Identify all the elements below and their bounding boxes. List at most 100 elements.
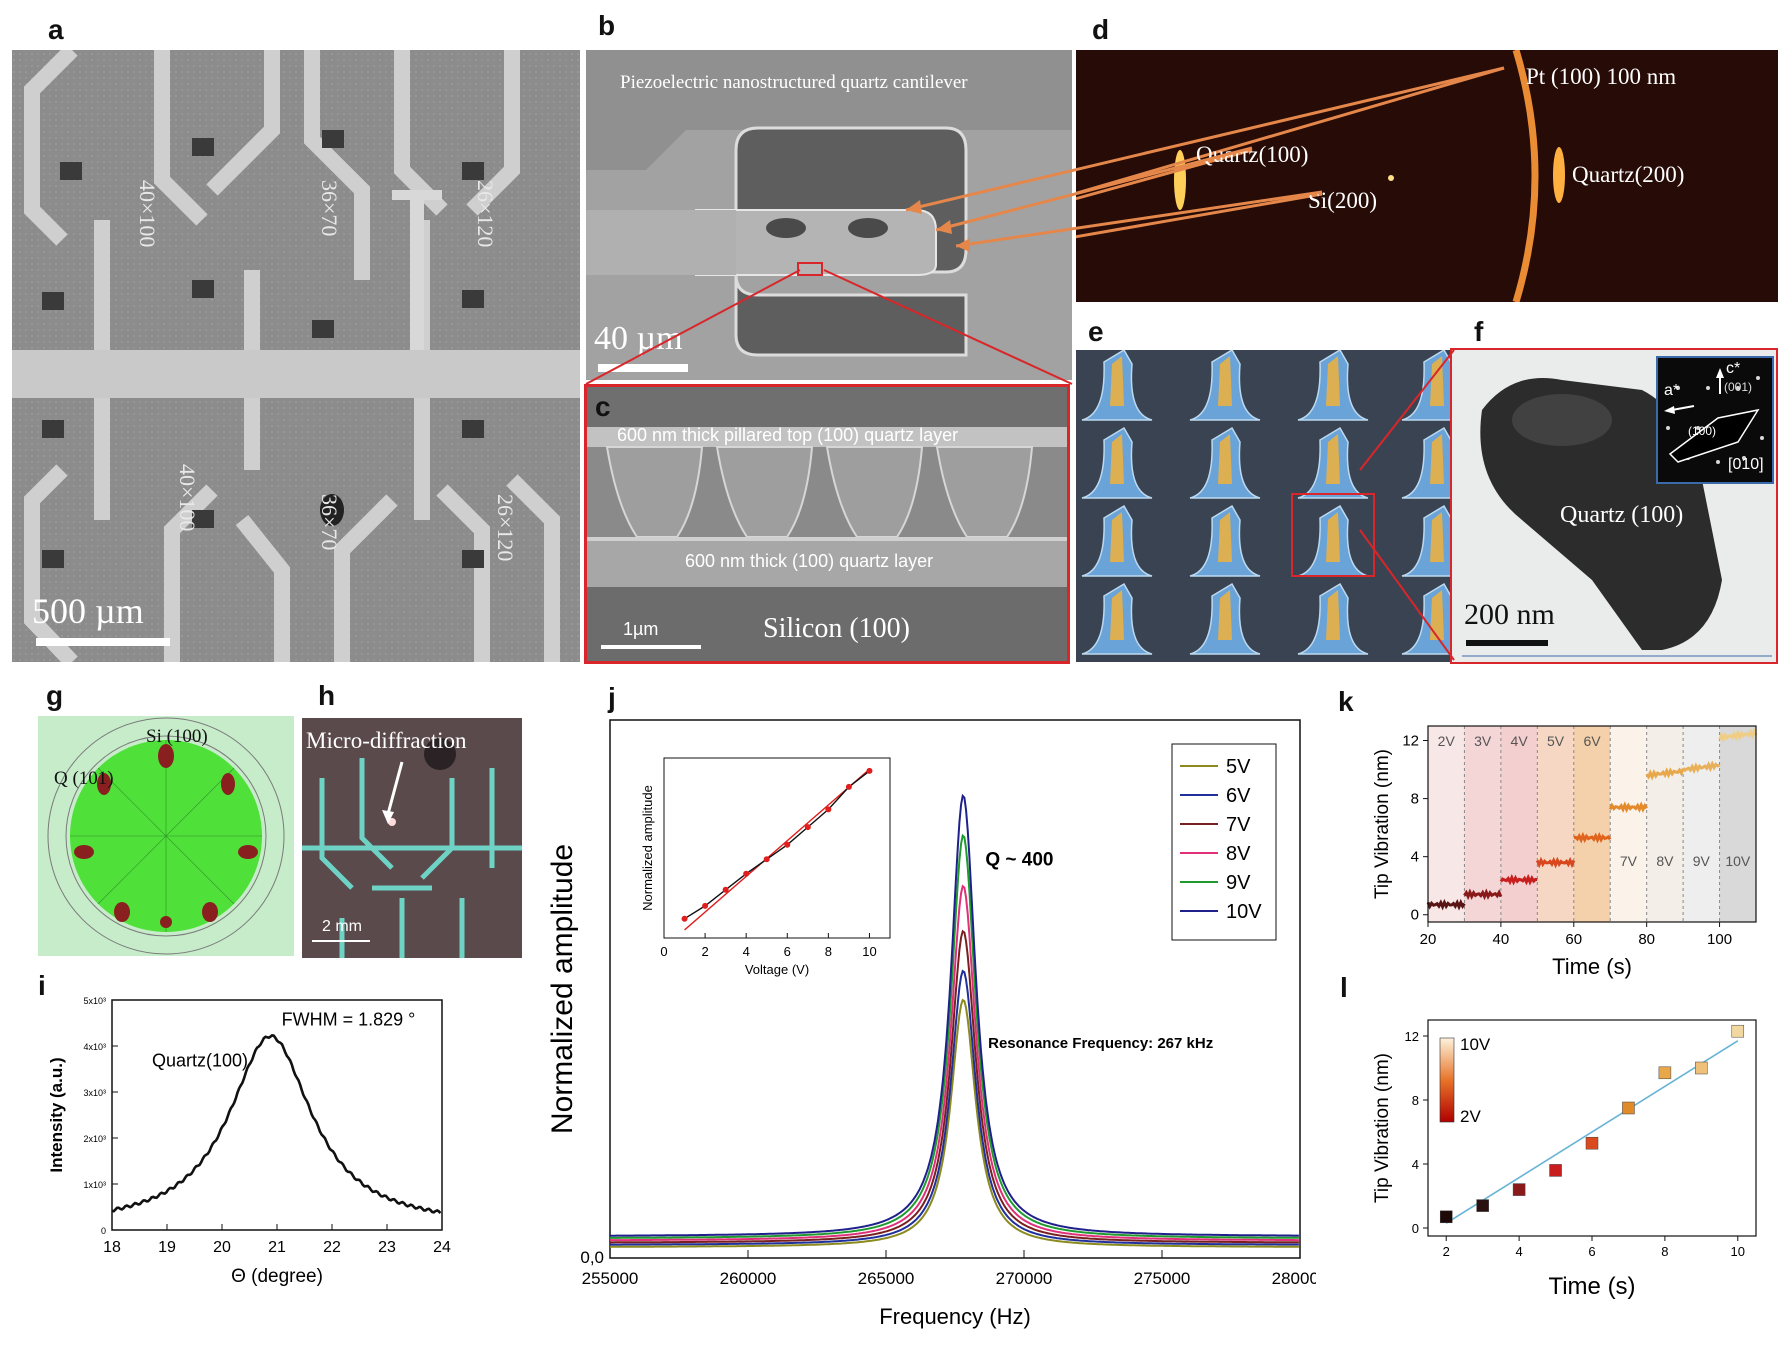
pillar-core xyxy=(1218,590,1232,640)
y-axis-label: Tip Vibration (nm) xyxy=(1372,1053,1393,1203)
substrate-label: Silicon (100) xyxy=(763,613,910,644)
panel-e-pillar-array xyxy=(1076,350,1450,662)
chart-i: 18 19 20 21 22 23 24 0 1x10³ 2x10³ 3x10³ 4x10³ 5x10³… xyxy=(47,996,451,1287)
step-trace xyxy=(1426,898,1466,911)
panel-letter-g: g xyxy=(46,680,64,711)
zoom-lines-b-c xyxy=(585,269,1073,385)
x-tick-label: 270000 xyxy=(996,1269,1053,1288)
y-tick-label: 0 xyxy=(1411,907,1419,924)
electrode-label-5: 36×70 xyxy=(317,494,342,551)
step-trace xyxy=(1645,767,1685,781)
inset-line xyxy=(684,770,870,920)
step-label: 3V xyxy=(1474,733,1492,749)
inset-fit-line xyxy=(684,768,870,931)
step-label: 8V xyxy=(1656,853,1674,869)
step-trace xyxy=(1608,801,1648,814)
quartz200-label: Quartz(200) xyxy=(1572,162,1685,187)
inset-x-axis-label: Voltage (V) xyxy=(745,962,809,977)
data-point xyxy=(1622,1101,1635,1115)
inset-y-axis-label: Normalized amplitude xyxy=(640,785,655,911)
x-tick-label: 60 xyxy=(1565,931,1582,948)
legend-label: 6V xyxy=(1226,785,1251,807)
data-point xyxy=(1439,1210,1453,1224)
x-tick-label: 8 xyxy=(1661,1244,1668,1259)
step-label: 10V xyxy=(1725,853,1751,869)
scale-bar-b xyxy=(598,364,688,372)
mid-layer-label: 600 nm thick (100) quartz layer xyxy=(685,551,934,571)
x-axis-label: Time (s) xyxy=(1552,954,1632,979)
data-point xyxy=(1549,1164,1562,1177)
pillar-core xyxy=(1218,512,1232,562)
panel-letter-j: j xyxy=(608,682,616,713)
panel-a-sem-image: 40×100 36×70 26×120 40×100 36×70 26×120 … xyxy=(12,50,580,662)
x-tick-label: 260000 xyxy=(720,1269,777,1288)
pillar-core xyxy=(1218,356,1232,406)
x-tick-label: 80 xyxy=(1638,931,1655,948)
pillar-core xyxy=(1326,590,1340,640)
y-tick-label: 2x10³ xyxy=(83,1134,106,1144)
inset-point xyxy=(825,806,832,813)
y-tick-label: 1x10³ xyxy=(83,1180,106,1190)
panel-letter-h: h xyxy=(318,680,336,711)
y-tick-label: 8 xyxy=(1411,791,1419,808)
x-tick-label: 22 xyxy=(323,1239,341,1256)
legend-label: 5V xyxy=(1226,756,1251,778)
pt-label: Pt (100) 100 nm xyxy=(1526,64,1677,89)
pillar-core xyxy=(1110,434,1124,484)
data-point xyxy=(1512,1183,1526,1196)
data-point xyxy=(1731,1024,1745,1038)
inset-point xyxy=(784,841,791,848)
legend-label: 8V xyxy=(1226,843,1251,865)
inset-point xyxy=(804,824,811,831)
inset-point xyxy=(722,886,729,893)
x-tick-label: 2 xyxy=(1443,1244,1450,1259)
cantilever-drawing xyxy=(586,50,1072,380)
scale-label-f: 200 nm xyxy=(1464,598,1555,631)
x-tick-label: 20 xyxy=(1420,931,1437,948)
inset-x-tick-label: 8 xyxy=(825,944,832,959)
panel-c-sem-image: c 600 nm thick pillared top (100) quartz… xyxy=(584,384,1070,664)
step-band xyxy=(1683,726,1720,922)
arrow-icon xyxy=(382,761,404,824)
step-band xyxy=(1537,726,1574,922)
y-tick-label: 3x10³ xyxy=(83,1088,106,1098)
scale-bar-a xyxy=(36,638,170,646)
chart-l: 10V 2V 2 4 6 8 10 0 4 8 12 Time (s) Tip Vibration (n… xyxy=(1372,1019,1757,1300)
colorbar-min-label: 2V xyxy=(1460,1107,1481,1126)
y-tick-label: 0,0 xyxy=(580,1248,604,1267)
step-label: 9V xyxy=(1693,853,1711,869)
panel-letter-k: k xyxy=(1338,686,1354,717)
panel-letter-f: f xyxy=(1474,316,1484,347)
electrode-label-3: 26×120 xyxy=(473,180,498,248)
panel-letter-i: i xyxy=(38,970,46,1001)
inset-x-tick-label: 4 xyxy=(743,944,750,959)
inset-point xyxy=(845,783,852,790)
step-trace xyxy=(1681,760,1720,775)
pole-figure xyxy=(47,717,285,955)
panel-d-diffraction: Pt (100) 100 nm Quartz(100) Si(200) Quar… xyxy=(1076,50,1778,302)
pillar-core xyxy=(1110,512,1124,562)
scale-label-b: 40 µm xyxy=(594,320,683,357)
panel-g-pole-figure: Si (100) Q (101) xyxy=(38,716,294,956)
quartz-tem-label: Quartz (100) xyxy=(1560,502,1684,528)
inset-x-tick-label: 6 xyxy=(784,944,791,959)
scale-label-a: 500 µm xyxy=(32,591,144,631)
resonance-label: Resonance Frequency: 267 kHz xyxy=(988,1035,1213,1052)
x-axis-label: Time (s) xyxy=(1548,1273,1635,1300)
y-tick-label: 4 xyxy=(1411,849,1419,866)
panel-b-sem-image: Piezoelectric nanostructured quartz cant… xyxy=(586,50,1072,380)
panel-letter-a: a xyxy=(48,14,64,45)
pillar-core xyxy=(1110,590,1124,640)
x-tick-label: 23 xyxy=(378,1239,396,1256)
pillar-core xyxy=(1430,590,1444,640)
step-band xyxy=(1500,726,1538,922)
x-tick-label: 24 xyxy=(433,1239,451,1256)
step-label: 6V xyxy=(1583,733,1601,749)
inset-point xyxy=(681,915,688,922)
x-tick-label: 265000 xyxy=(858,1269,915,1288)
resonance-curve-8V xyxy=(610,884,1299,1242)
pillar-core xyxy=(1326,434,1340,484)
step-trace xyxy=(1718,727,1758,744)
scale-label-h: 2 mm xyxy=(322,918,362,935)
y-axis-label: Intensity (a.u.) xyxy=(47,1057,66,1172)
